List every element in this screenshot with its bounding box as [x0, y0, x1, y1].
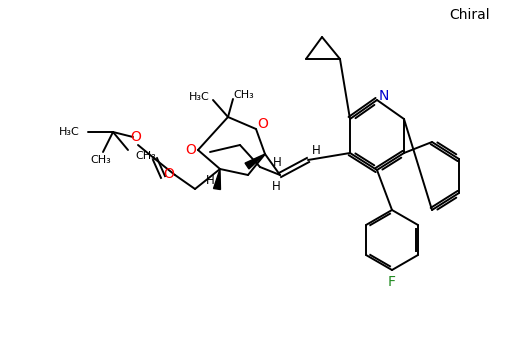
Polygon shape	[245, 154, 265, 169]
Text: CH₃: CH₃	[91, 155, 112, 165]
Polygon shape	[214, 169, 221, 189]
Text: Chiral: Chiral	[450, 8, 490, 22]
Text: CH₃: CH₃	[233, 90, 254, 100]
Text: O: O	[258, 117, 268, 131]
Text: H: H	[206, 175, 215, 187]
Text: H: H	[272, 181, 281, 193]
Text: O: O	[163, 167, 175, 181]
Text: F: F	[388, 275, 396, 289]
Text: N: N	[379, 89, 389, 103]
Text: O: O	[185, 143, 197, 157]
Text: O: O	[131, 130, 141, 144]
Text: CH₃: CH₃	[135, 151, 156, 161]
Text: H: H	[272, 155, 282, 168]
Text: H: H	[312, 144, 321, 156]
Text: H₃C: H₃C	[189, 92, 210, 102]
Text: H₃C: H₃C	[59, 127, 80, 137]
